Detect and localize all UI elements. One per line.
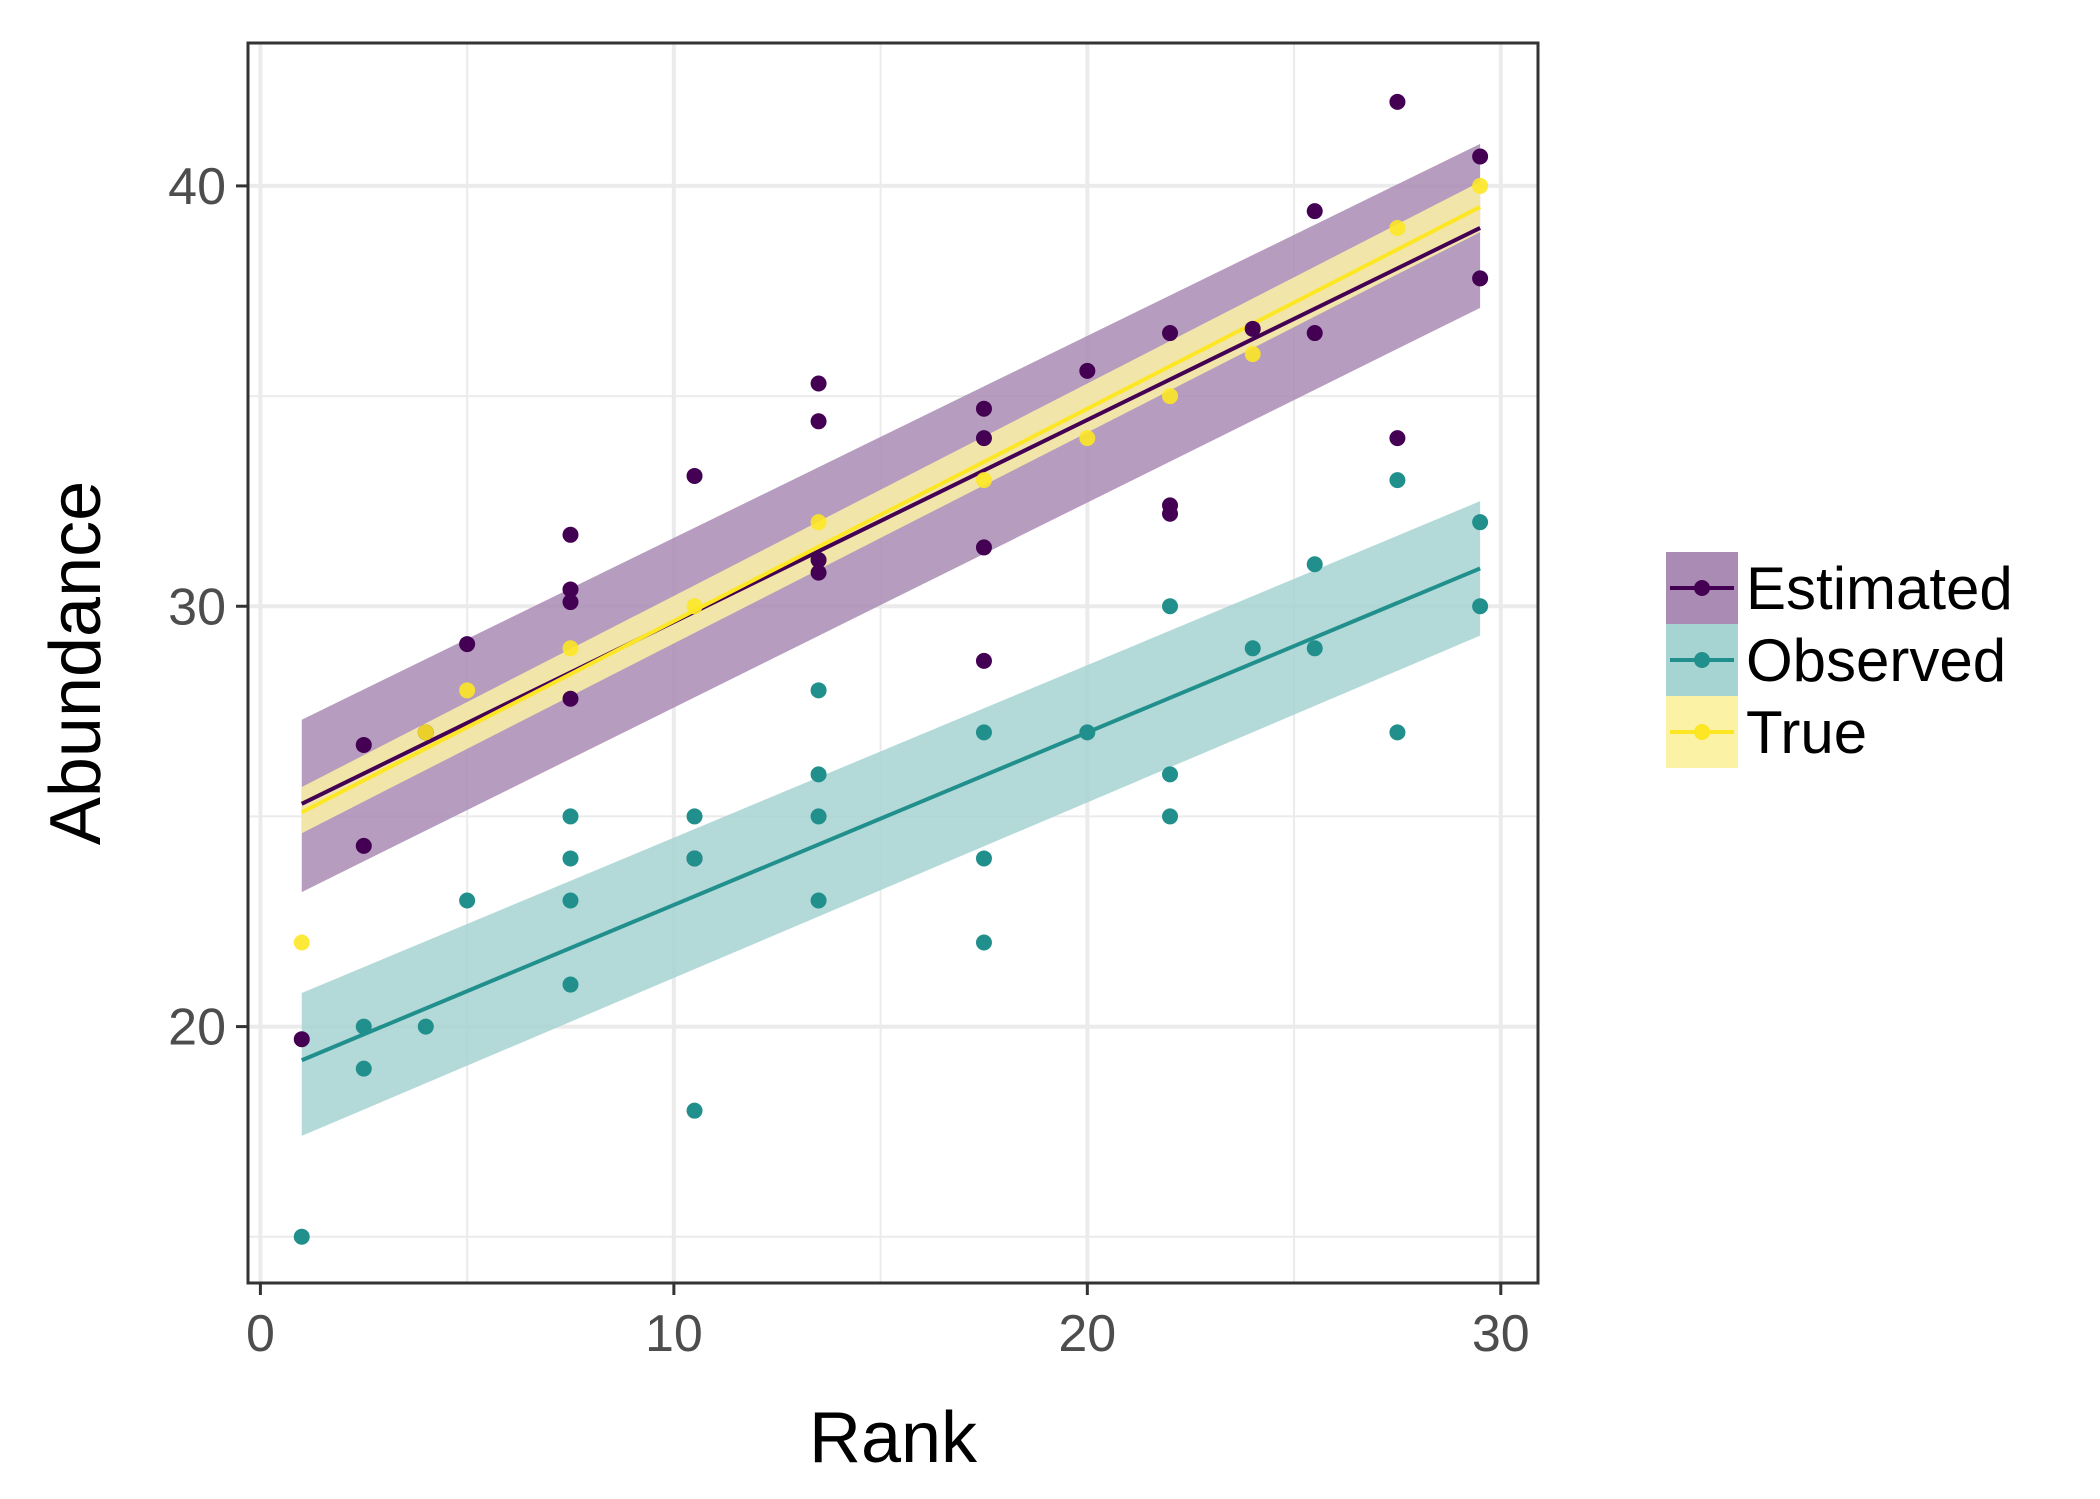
data-point-observed bbox=[417, 1018, 434, 1035]
data-point-observed bbox=[810, 808, 827, 825]
data-point-observed bbox=[562, 850, 579, 867]
data-point-observed bbox=[975, 934, 992, 951]
legend-key-point bbox=[1694, 580, 1710, 596]
y-axis: 20 30 40 bbox=[168, 158, 248, 1057]
data-point-estimated bbox=[686, 467, 703, 484]
data-point-observed bbox=[1306, 640, 1323, 657]
legend-item-true: True bbox=[1666, 696, 1867, 768]
data-point-observed bbox=[686, 1102, 703, 1119]
data-points bbox=[293, 93, 1489, 1245]
fit-lines bbox=[300, 205, 1482, 1063]
data-point-estimated bbox=[975, 652, 992, 669]
data-point-observed bbox=[1472, 598, 1489, 615]
fit-line-true bbox=[300, 205, 1482, 814]
data-point-estimated bbox=[975, 430, 992, 447]
data-point-observed bbox=[1244, 640, 1261, 657]
data-point-true bbox=[417, 724, 434, 741]
data-point-estimated bbox=[562, 690, 579, 707]
data-point-observed bbox=[975, 850, 992, 867]
legend-item-estimated: Estimated bbox=[1666, 552, 2013, 624]
data-point-estimated bbox=[1472, 270, 1489, 287]
data-point-estimated bbox=[1162, 325, 1179, 342]
data-point-observed bbox=[355, 1018, 372, 1035]
data-point-observed bbox=[975, 724, 992, 741]
x-tick-label: 20 bbox=[1058, 1305, 1116, 1363]
data-point-observed bbox=[1162, 766, 1179, 783]
data-point-observed bbox=[459, 892, 476, 909]
data-point-observed bbox=[1472, 514, 1489, 531]
y-tick-label: 20 bbox=[168, 999, 226, 1057]
data-point-estimated bbox=[1244, 320, 1261, 337]
data-point-observed bbox=[293, 1228, 310, 1245]
data-point-observed bbox=[686, 850, 703, 867]
data-point-true bbox=[1162, 388, 1179, 405]
x-tick-label: 30 bbox=[1472, 1305, 1530, 1363]
data-point-true bbox=[1472, 177, 1489, 194]
data-point-observed bbox=[1306, 556, 1323, 573]
data-point-observed bbox=[1162, 598, 1179, 615]
data-point-estimated bbox=[810, 564, 827, 581]
data-point-true bbox=[1389, 219, 1406, 236]
data-point-estimated bbox=[1079, 362, 1096, 379]
data-point-estimated bbox=[562, 526, 579, 543]
data-point-estimated bbox=[975, 539, 992, 556]
x-axis-title: Rank bbox=[809, 1398, 978, 1478]
data-point-true bbox=[686, 598, 703, 615]
data-point-observed bbox=[1389, 472, 1406, 489]
data-point-estimated bbox=[459, 636, 476, 653]
data-point-observed bbox=[1162, 808, 1179, 825]
data-point-estimated bbox=[1389, 93, 1406, 110]
fit-line-observed bbox=[300, 566, 1481, 1063]
data-point-observed bbox=[562, 892, 579, 909]
legend-item-observed: Observed bbox=[1666, 624, 2006, 696]
data-point-estimated bbox=[1162, 505, 1179, 522]
panel-border bbox=[246, 41, 1540, 1285]
data-point-observed bbox=[810, 892, 827, 909]
data-point-estimated bbox=[975, 400, 992, 417]
fit-line-estimated bbox=[300, 226, 1481, 806]
data-point-true bbox=[975, 472, 992, 489]
legend-label-observed: Observed bbox=[1746, 627, 2006, 694]
data-point-estimated bbox=[810, 552, 827, 569]
y-tick-label: 30 bbox=[168, 578, 226, 636]
data-point-estimated bbox=[293, 1031, 310, 1048]
x-tick-label: 0 bbox=[246, 1305, 275, 1363]
data-point-true bbox=[459, 682, 476, 699]
data-point-estimated bbox=[355, 837, 372, 854]
data-point-observed bbox=[1389, 724, 1406, 741]
data-point-estimated bbox=[355, 736, 372, 753]
data-point-observed bbox=[562, 808, 579, 825]
data-point-true bbox=[1079, 430, 1096, 447]
data-point-estimated bbox=[1472, 148, 1489, 165]
x-tick-label: 10 bbox=[645, 1305, 703, 1363]
data-point-estimated bbox=[1306, 325, 1323, 342]
y-tick-label: 40 bbox=[168, 158, 226, 216]
data-point-true bbox=[810, 514, 827, 531]
data-point-true bbox=[1244, 346, 1261, 363]
data-point-observed bbox=[355, 1060, 372, 1077]
data-point-observed bbox=[810, 766, 827, 783]
data-point-estimated bbox=[562, 581, 579, 598]
y-axis-title: Abundance bbox=[36, 481, 116, 845]
legend-label-estimated: Estimated bbox=[1746, 555, 2013, 622]
data-point-observed bbox=[1079, 724, 1096, 741]
legend-key-point bbox=[1694, 652, 1710, 668]
data-point-observed bbox=[810, 682, 827, 699]
legend-key-point bbox=[1694, 724, 1710, 740]
data-point-estimated bbox=[810, 375, 827, 392]
data-point-observed bbox=[562, 976, 579, 993]
data-point-estimated bbox=[562, 594, 579, 611]
data-point-true bbox=[293, 934, 310, 951]
legend-label-true: True bbox=[1746, 699, 1867, 766]
data-point-estimated bbox=[1306, 203, 1323, 220]
data-point-estimated bbox=[1389, 430, 1406, 447]
data-point-estimated bbox=[810, 413, 827, 430]
data-point-true bbox=[562, 640, 579, 657]
ci-ribbon-observed bbox=[301, 501, 1481, 1136]
plot-panel bbox=[246, 41, 1540, 1285]
x-axis: 0 10 20 30 bbox=[246, 1283, 1530, 1363]
data-point-observed bbox=[686, 808, 703, 825]
